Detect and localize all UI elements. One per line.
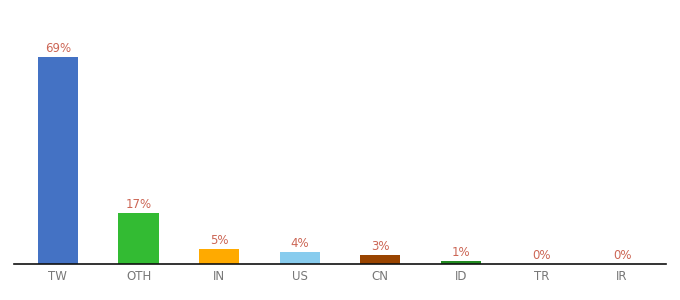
Bar — [279, 252, 320, 264]
Text: 5%: 5% — [210, 234, 228, 247]
Text: 4%: 4% — [290, 237, 309, 250]
Bar — [360, 255, 401, 264]
Text: 3%: 3% — [371, 240, 390, 253]
Text: 0%: 0% — [532, 249, 551, 262]
Text: 17%: 17% — [125, 198, 152, 211]
Bar — [118, 213, 158, 264]
Text: 69%: 69% — [45, 42, 71, 55]
Bar — [38, 57, 78, 264]
Bar — [441, 261, 481, 264]
Bar — [199, 249, 239, 264]
Text: 1%: 1% — [452, 246, 470, 259]
Text: 0%: 0% — [613, 249, 631, 262]
